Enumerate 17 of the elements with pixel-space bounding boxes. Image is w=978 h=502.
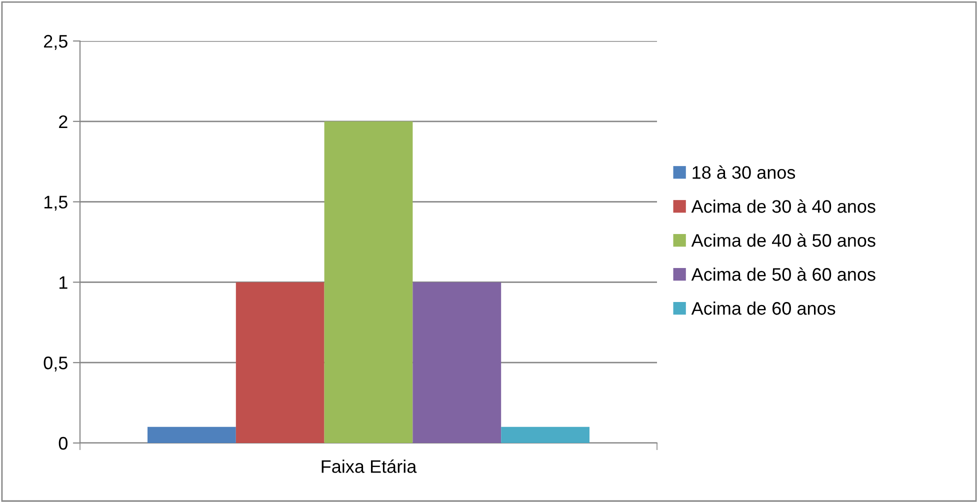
legend-label: Acima de 60 anos	[691, 302, 836, 315]
y-tick-label: 2	[59, 115, 68, 128]
legend-label: Acima de 30 à 40 anos	[691, 199, 876, 213]
y-tick-label: 0	[58, 436, 68, 450]
bar	[148, 426, 236, 443]
bar	[236, 282, 324, 443]
y-tick-label: 1	[60, 276, 68, 289]
y-tick-label: 2,5	[44, 34, 68, 50]
y-tick-label: 0,5	[44, 356, 68, 372]
y-tick-label: 1,5	[44, 196, 68, 211]
bar	[501, 426, 590, 443]
x-tick-label: Faixa Etária	[322, 459, 417, 473]
legend-label: Acima de 50 à 60 anos	[691, 267, 876, 281]
bar	[324, 121, 413, 443]
bar	[412, 282, 502, 443]
legend-label: Acima de 40 à 50 anos	[691, 233, 876, 247]
legend-label: 18 à 30 anos	[692, 165, 796, 179]
